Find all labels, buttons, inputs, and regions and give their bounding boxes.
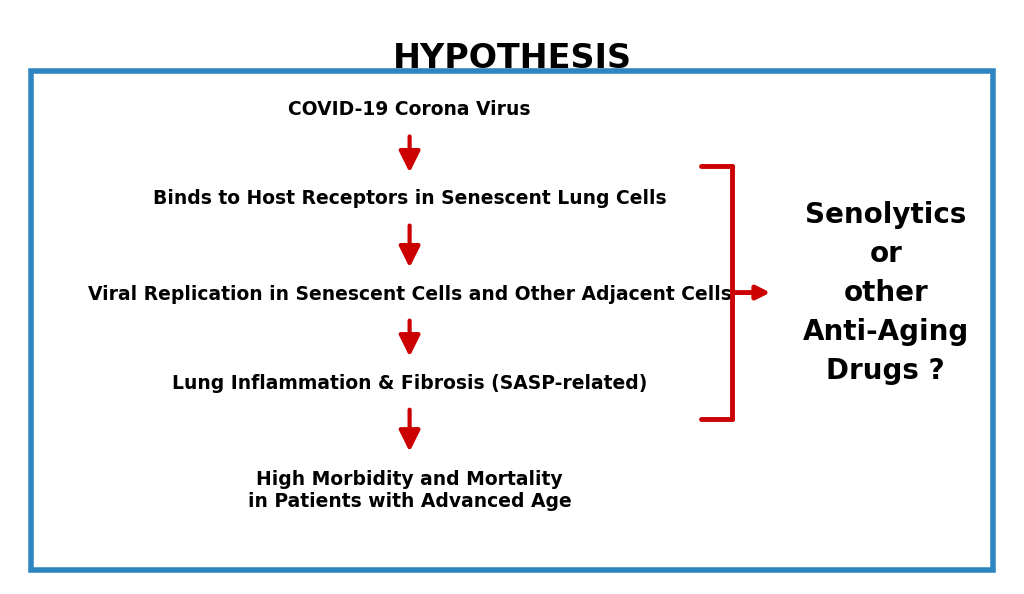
FancyBboxPatch shape	[31, 71, 993, 570]
Text: Senolytics
or
other
Anti-Aging
Drugs ?: Senolytics or other Anti-Aging Drugs ?	[803, 201, 969, 384]
Text: Binds to Host Receptors in Senescent Lung Cells: Binds to Host Receptors in Senescent Lun…	[153, 189, 667, 208]
Text: Lung Inflammation & Fibrosis (SASP-related): Lung Inflammation & Fibrosis (SASP-relat…	[172, 374, 647, 393]
Text: High Morbidity and Mortality
in Patients with Advanced Age: High Morbidity and Mortality in Patients…	[248, 469, 571, 511]
Text: Viral Replication in Senescent Cells and Other Adjacent Cells: Viral Replication in Senescent Cells and…	[88, 285, 731, 304]
Text: HYPOTHESIS: HYPOTHESIS	[392, 42, 632, 75]
Text: COVID-19 Corona Virus: COVID-19 Corona Virus	[289, 100, 530, 119]
